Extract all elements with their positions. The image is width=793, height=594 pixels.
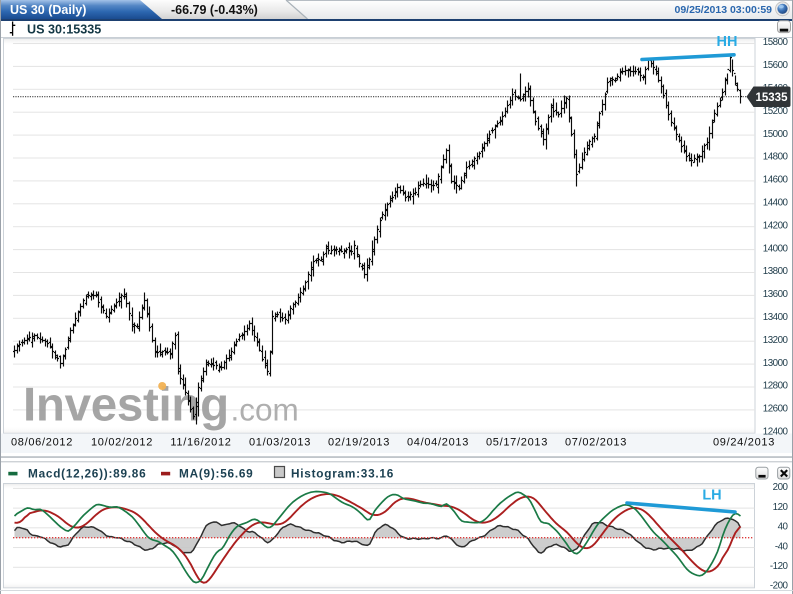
svg-text:09/25/2013 03:00:59: 09/25/2013 03:00:59: [675, 4, 773, 16]
svg-text:15200: 15200: [763, 106, 789, 117]
svg-text:13400: 13400: [763, 312, 789, 323]
svg-text:02/19/2013: 02/19/2013: [328, 437, 390, 449]
svg-text:04/04/2013: 04/04/2013: [407, 437, 469, 449]
svg-text:MA(9):56.69: MA(9):56.69: [179, 467, 253, 481]
svg-text:07/02/2013: 07/02/2013: [565, 437, 627, 449]
svg-text:14400: 14400: [763, 198, 789, 209]
svg-text:HH: HH: [717, 34, 738, 50]
svg-text:-40: -40: [775, 541, 789, 552]
svg-text:14800: 14800: [763, 152, 789, 163]
svg-text:-66.79 (-0.43%): -66.79 (-0.43%): [171, 3, 258, 17]
svg-text:15600: 15600: [763, 60, 789, 71]
svg-text:14000: 14000: [763, 243, 789, 254]
svg-text:Investing: Investing: [23, 378, 229, 431]
svg-text:US 30:15335: US 30:15335: [27, 22, 101, 36]
svg-text:14600: 14600: [763, 175, 789, 186]
svg-text:13000: 13000: [763, 358, 789, 369]
svg-text:01/03/2013: 01/03/2013: [249, 437, 311, 449]
svg-text:09/24/2013: 09/24/2013: [713, 437, 775, 449]
svg-text:08/06/2012: 08/06/2012: [11, 437, 73, 449]
svg-text:40: 40: [778, 522, 789, 533]
svg-text:05/17/2013: 05/17/2013: [486, 437, 548, 449]
svg-text:-120: -120: [770, 561, 789, 572]
svg-text:12400: 12400: [763, 427, 789, 438]
svg-text:13600: 13600: [763, 289, 789, 300]
svg-text:12800: 12800: [763, 381, 789, 392]
svg-text:14200: 14200: [763, 220, 789, 231]
svg-text:US 30 (Daily): US 30 (Daily): [10, 3, 86, 17]
svg-text:-200: -200: [770, 581, 789, 592]
svg-text:10/02/2012: 10/02/2012: [91, 437, 153, 449]
svg-text:13800: 13800: [763, 266, 789, 277]
svg-text:11/16/2012: 11/16/2012: [170, 437, 231, 449]
svg-text:12600: 12600: [763, 404, 789, 415]
svg-text:Histogram:33.16: Histogram:33.16: [291, 467, 394, 481]
svg-text:200: 200: [773, 482, 789, 493]
svg-text:15335: 15335: [756, 92, 789, 104]
svg-text:13200: 13200: [763, 335, 789, 346]
svg-text:.com: .com: [231, 391, 299, 427]
svg-text:Macd(12,26)):89.86: Macd(12,26)):89.86: [28, 467, 146, 481]
svg-text:120: 120: [773, 502, 789, 513]
svg-text:15000: 15000: [763, 129, 789, 140]
svg-text:15800: 15800: [763, 37, 789, 48]
svg-text:LH: LH: [702, 488, 721, 504]
